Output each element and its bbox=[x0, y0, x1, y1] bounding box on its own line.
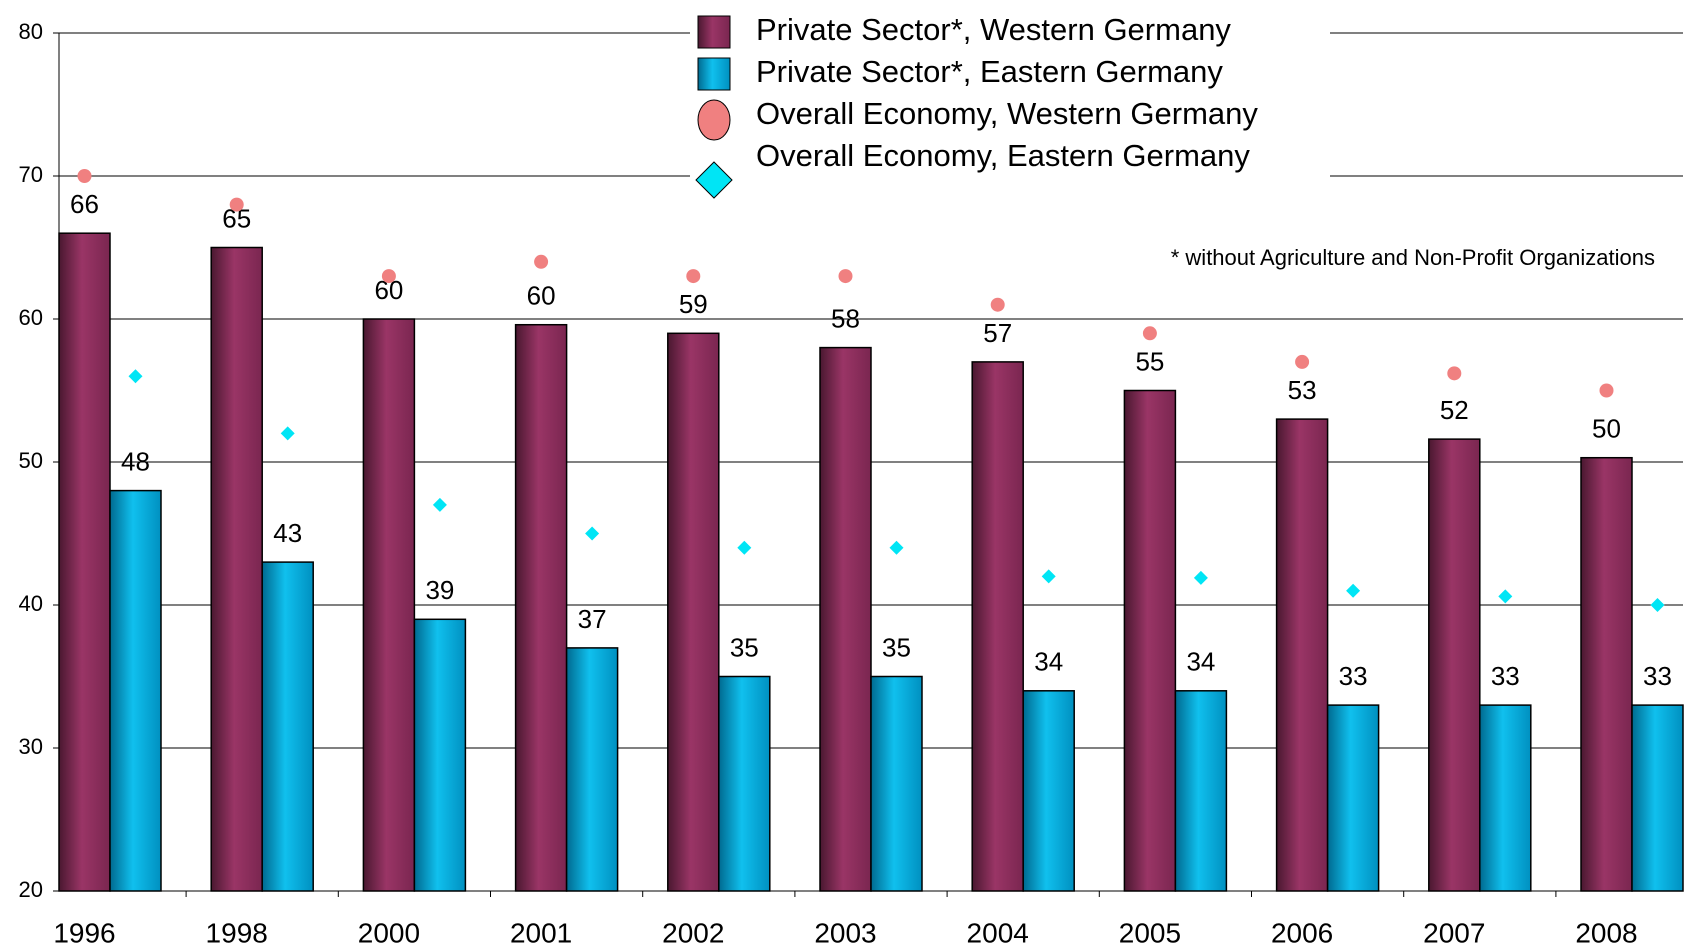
point bbox=[432, 497, 447, 512]
y-tick-label: 70 bbox=[19, 162, 43, 187]
point bbox=[1193, 570, 1208, 585]
data-label: 60 bbox=[527, 281, 556, 311]
data-label: 34 bbox=[1186, 647, 1215, 677]
data-label: 33 bbox=[1339, 661, 1368, 691]
bar bbox=[362, 318, 416, 892]
point bbox=[686, 269, 701, 284]
legend-label: Private Sector*, Eastern Germany bbox=[756, 54, 1223, 89]
bar bbox=[109, 489, 162, 892]
point bbox=[128, 369, 143, 384]
x-tick-label: 2004 bbox=[967, 917, 1029, 948]
legend-swatch bbox=[697, 99, 731, 141]
bar bbox=[1275, 418, 1329, 892]
point bbox=[534, 254, 549, 269]
data-label: 59 bbox=[679, 289, 708, 319]
bar bbox=[1022, 690, 1075, 892]
point bbox=[1599, 383, 1614, 398]
data-label: 37 bbox=[578, 604, 607, 634]
point bbox=[737, 540, 752, 555]
point bbox=[1650, 598, 1665, 612]
x-tick-label: 1998 bbox=[206, 917, 268, 948]
bar bbox=[210, 246, 263, 892]
bar bbox=[261, 561, 314, 892]
bar bbox=[1580, 456, 1633, 892]
data-label: 52 bbox=[1440, 395, 1469, 425]
x-tick-label: 2003 bbox=[814, 917, 876, 948]
data-label: 50 bbox=[1592, 414, 1621, 444]
bar bbox=[413, 618, 467, 892]
data-label: 39 bbox=[425, 575, 454, 605]
legend-label: Overall Economy, Western Germany bbox=[756, 96, 1258, 131]
data-label: 53 bbox=[1288, 375, 1317, 405]
point bbox=[229, 197, 244, 212]
bar bbox=[1326, 704, 1380, 892]
y-tick-label: 50 bbox=[19, 448, 43, 473]
data-label: 43 bbox=[273, 518, 302, 548]
x-tick-label: 1996 bbox=[53, 917, 115, 948]
point bbox=[1295, 354, 1310, 369]
point bbox=[1346, 583, 1361, 598]
y-tick-label: 60 bbox=[19, 305, 43, 330]
data-label: 58 bbox=[831, 303, 860, 333]
bar bbox=[1479, 704, 1532, 892]
data-label: 33 bbox=[1491, 661, 1520, 691]
bar bbox=[1631, 704, 1684, 892]
point bbox=[280, 426, 295, 441]
point bbox=[585, 526, 600, 541]
point bbox=[1142, 326, 1157, 341]
y-tick-label: 80 bbox=[19, 19, 43, 44]
x-tick-label: 2005 bbox=[1119, 917, 1181, 948]
bar bbox=[565, 647, 619, 892]
bar bbox=[58, 232, 111, 892]
point bbox=[990, 297, 1005, 312]
point bbox=[381, 269, 396, 284]
data-label: 57 bbox=[983, 318, 1012, 348]
data-label: 48 bbox=[121, 446, 150, 476]
legend-box bbox=[690, 0, 1330, 200]
point bbox=[1498, 589, 1513, 604]
point bbox=[1041, 569, 1056, 584]
point bbox=[77, 169, 92, 183]
bar bbox=[718, 675, 771, 892]
x-tick-label: 2001 bbox=[510, 917, 572, 948]
legend-swatch bbox=[697, 15, 731, 49]
bar bbox=[1123, 389, 1177, 892]
data-label: 33 bbox=[1643, 661, 1672, 691]
footnote: * without Agriculture and Non-Profit Org… bbox=[1171, 245, 1655, 270]
legend-swatch bbox=[697, 57, 731, 91]
point bbox=[1447, 366, 1462, 381]
bar bbox=[870, 675, 923, 892]
point bbox=[889, 540, 904, 555]
data-label: 55 bbox=[1135, 346, 1164, 376]
bar bbox=[971, 361, 1024, 892]
y-tick-label: 30 bbox=[19, 734, 43, 759]
legend-label: Overall Economy, Eastern Germany bbox=[756, 138, 1250, 173]
x-tick-label: 2007 bbox=[1423, 917, 1485, 948]
bar bbox=[514, 323, 568, 892]
data-label: 34 bbox=[1034, 647, 1063, 677]
point bbox=[838, 269, 853, 284]
y-tick-label: 40 bbox=[19, 591, 43, 616]
x-tick-label: 2008 bbox=[1575, 917, 1637, 948]
bar bbox=[1428, 438, 1481, 892]
bar bbox=[1174, 690, 1228, 892]
x-tick-label: 2002 bbox=[662, 917, 724, 948]
data-label: 35 bbox=[882, 632, 911, 662]
bar bbox=[667, 332, 720, 892]
data-label: 66 bbox=[70, 189, 99, 219]
x-tick-label: 2006 bbox=[1271, 917, 1333, 948]
y-tick-label: 20 bbox=[19, 877, 43, 902]
legend-label: Private Sector*, Western Germany bbox=[756, 12, 1231, 47]
x-tick-label: 2000 bbox=[358, 917, 420, 948]
legend-swatch bbox=[695, 161, 733, 199]
data-label: 35 bbox=[730, 632, 759, 662]
bar bbox=[819, 346, 872, 892]
